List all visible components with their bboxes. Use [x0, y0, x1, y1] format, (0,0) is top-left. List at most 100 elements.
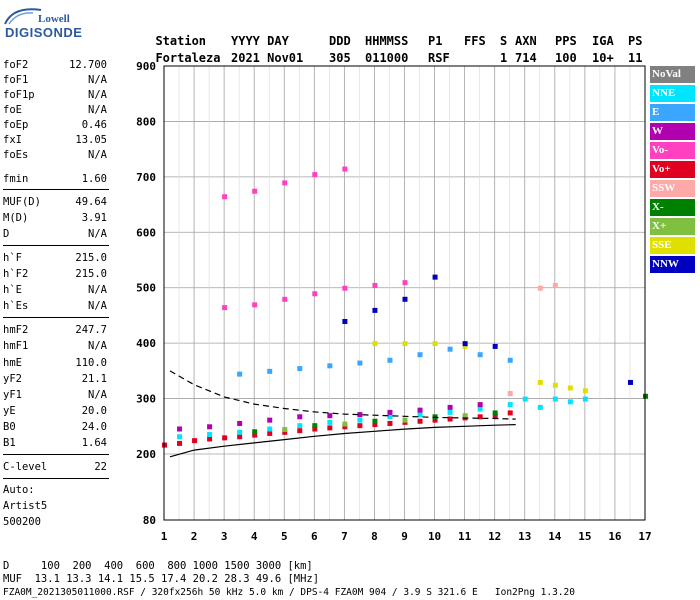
param-row: yE 20.0: [3, 404, 107, 418]
param-value: 247.7: [75, 324, 107, 336]
echo-point: [492, 410, 498, 416]
echo-point: [252, 302, 258, 308]
echo-point: [327, 419, 333, 425]
param-label: MUF(D): [3, 196, 41, 208]
hdr-value-s: 1: [500, 51, 508, 65]
param-label: fxI: [3, 134, 22, 146]
echo-point: [537, 404, 543, 410]
echo-point: [462, 343, 468, 349]
hdr-label-yyyyday: YYYY DAY: [231, 34, 289, 48]
echo-point: [507, 402, 513, 408]
param-row: MUF(D) 49.64: [3, 195, 107, 209]
param-row: foF2 12.700: [3, 58, 107, 72]
echo-point: [357, 417, 363, 423]
param-row: foEs N/A: [3, 148, 107, 162]
param-label: yF1: [3, 389, 22, 401]
echo-point: [387, 357, 393, 363]
hdr-value-iga: 10+: [592, 51, 614, 65]
echo-point: [342, 285, 348, 291]
echo-point: [432, 341, 438, 347]
echo-point: [417, 352, 423, 358]
y-tick-label: 900: [136, 60, 156, 73]
echo-point: [267, 417, 273, 423]
echo-point: [447, 416, 453, 422]
param-row: hmF2 247.7: [3, 323, 107, 337]
hdr-label-ddd: DDD: [329, 34, 351, 48]
param-label: B1: [3, 437, 16, 449]
param-value: N/A: [88, 284, 107, 296]
param-row: yF1 N/A: [3, 388, 107, 402]
echo-point: [372, 418, 378, 424]
echo-point: [357, 360, 363, 366]
param-value: 21.1: [81, 373, 107, 385]
echo-point: [237, 371, 243, 377]
hdr-value-station: Fortaleza: [155, 51, 221, 65]
hdr-label-axn: AXN: [515, 34, 537, 48]
param-value: N/A: [88, 74, 107, 86]
param-label: hmF2: [3, 324, 29, 336]
y-tick-label: 800: [136, 115, 156, 128]
param-row: M(D) 3.91: [3, 211, 107, 225]
param-label: hmE: [3, 357, 22, 369]
echo-point: [357, 423, 363, 429]
echo-point: [312, 291, 318, 297]
param-row: foF1 N/A: [3, 73, 107, 87]
echo-point: [312, 423, 318, 429]
echo-point: [417, 418, 423, 424]
profile-line: [169, 424, 516, 458]
echo-point: [252, 429, 258, 435]
x-tick-label: 6: [311, 530, 318, 543]
muf-row: MUF 13.1 13.3 14.1 15.5 17.4 20.2 28.3 4…: [3, 573, 320, 585]
echo-point: [222, 435, 228, 441]
profile-line: [169, 370, 516, 420]
param-row: B0 24.0: [3, 420, 107, 434]
echo-point: [447, 404, 453, 410]
echo-point: [552, 382, 558, 388]
echo-point: [582, 396, 588, 402]
x-tick-label: 9: [401, 530, 408, 543]
legend-item: E: [650, 104, 695, 121]
echo-point: [387, 414, 393, 420]
param-label: h`F: [3, 252, 22, 264]
param-label: fmin: [3, 173, 29, 185]
echo-point: [402, 341, 408, 347]
echo-point: [627, 379, 633, 385]
param-row: fmin 1.60: [3, 172, 107, 186]
hdr-value-date: 2021 Nov01: [231, 51, 304, 65]
echo-point: [462, 341, 468, 347]
echo-point: [492, 413, 498, 419]
param-value: N/A: [88, 149, 107, 161]
panel-divider: [3, 189, 109, 190]
param-value: 12.700: [69, 59, 107, 71]
logo-lowell: Lowell: [38, 13, 70, 25]
x-tick-label: 14: [548, 530, 562, 543]
echo-point: [372, 282, 378, 288]
echo-point: [537, 379, 543, 385]
echo-point: [342, 424, 348, 430]
hdr-value-ddd: 305: [329, 51, 351, 65]
echo-point: [342, 318, 348, 324]
echo-point: [492, 343, 498, 349]
param-label: yF2: [3, 373, 22, 385]
y-tick-label: 200: [136, 448, 156, 461]
echo-point: [372, 422, 378, 428]
file-info-row: FZA0M_2021305011000.RSF / 320fx256h 50 k…: [3, 587, 575, 598]
echo-point: [402, 417, 408, 423]
y-tick-label: 400: [136, 337, 156, 350]
echo-point: [387, 409, 393, 415]
hdr-label-station: Station: [155, 34, 207, 48]
x-tick-label: 12: [488, 530, 501, 543]
panel-divider: [3, 454, 109, 455]
echo-point: [267, 426, 273, 432]
param-label: hmF1: [3, 340, 29, 352]
param-label: foF1: [3, 74, 29, 86]
echo-point: [402, 296, 408, 302]
hdr-value-ps: 11: [628, 51, 643, 65]
hdr-value-pps: 100: [555, 51, 577, 65]
echo-point: [297, 366, 303, 372]
hdr-value-axn: 714: [515, 51, 537, 65]
legend-item: X-: [650, 199, 695, 216]
param-value: 3.91: [81, 212, 107, 224]
legend-item: SSE: [650, 237, 695, 254]
